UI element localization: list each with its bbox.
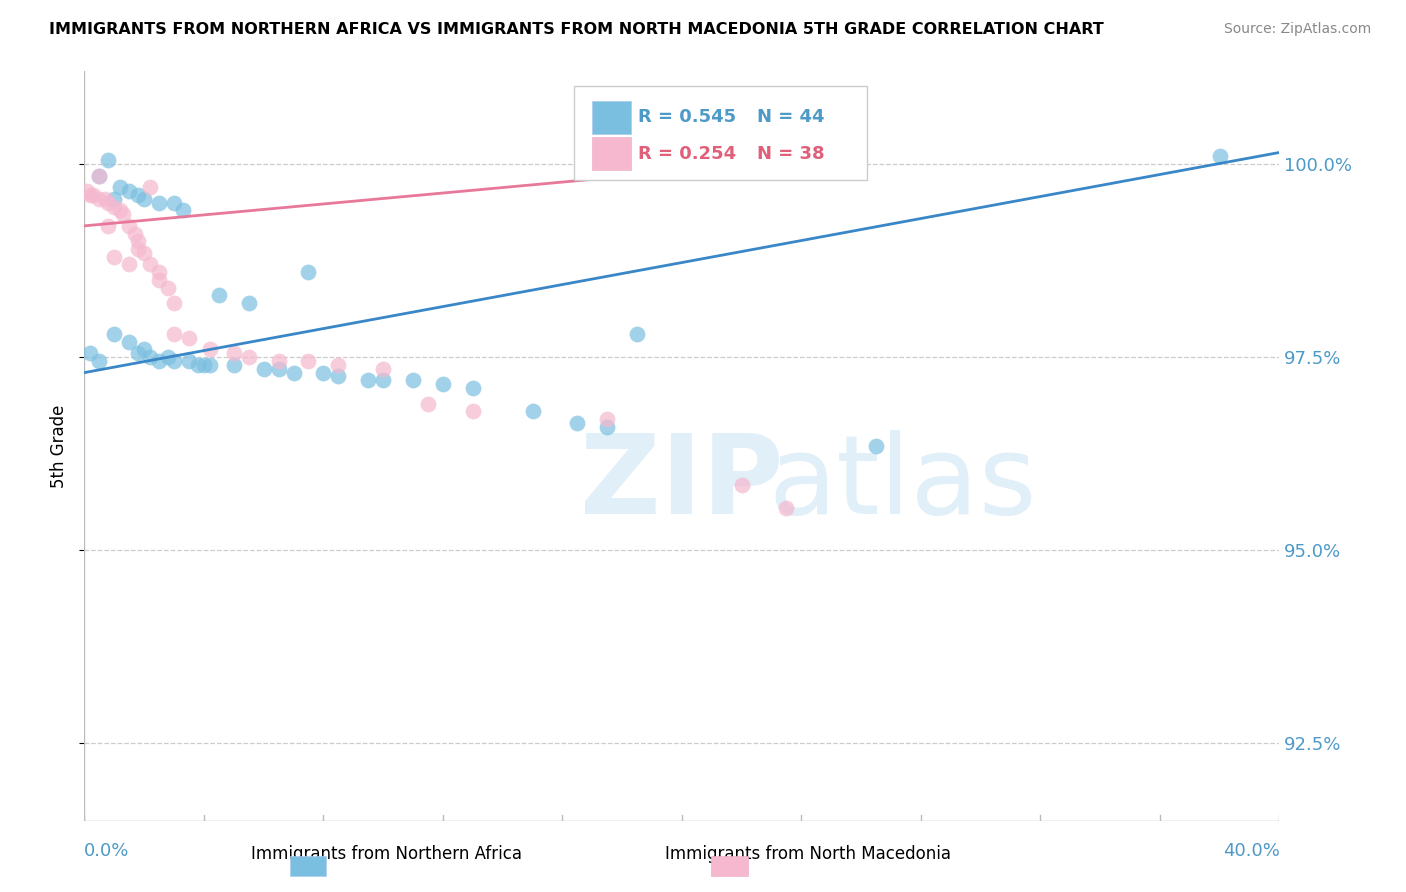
Point — [118, 219, 141, 233]
Text: Source: ZipAtlas.com: Source: ZipAtlas.com — [1223, 22, 1371, 37]
Point — [267, 361, 290, 376]
Point — [89, 192, 111, 206]
Point — [198, 343, 221, 357]
Point — [198, 358, 221, 372]
Point — [157, 280, 180, 294]
Point — [118, 334, 141, 349]
Point — [132, 192, 156, 206]
Point — [163, 354, 186, 368]
FancyBboxPatch shape — [575, 87, 868, 180]
Point — [110, 180, 132, 194]
Text: Immigrants from North Macedonia: Immigrants from North Macedonia — [665, 846, 952, 863]
Point — [416, 396, 439, 410]
Point — [177, 354, 200, 368]
Point — [208, 288, 231, 302]
Point — [193, 358, 215, 372]
Point — [103, 192, 125, 206]
Point — [596, 412, 619, 426]
Point — [328, 369, 350, 384]
FancyBboxPatch shape — [592, 137, 630, 170]
Point — [567, 416, 589, 430]
Point — [89, 354, 111, 368]
Point — [238, 296, 260, 310]
Text: atlas: atlas — [769, 430, 1038, 537]
Point — [373, 361, 395, 376]
Point — [127, 242, 149, 256]
Point — [97, 153, 120, 168]
Text: ZIP: ZIP — [581, 430, 783, 537]
Point — [118, 184, 141, 198]
Point — [172, 203, 194, 218]
Point — [461, 381, 484, 395]
Point — [522, 404, 544, 418]
Point — [148, 195, 170, 210]
Point — [731, 477, 754, 491]
Text: N = 38: N = 38 — [758, 145, 825, 162]
Point — [1209, 149, 1232, 163]
Point — [297, 354, 319, 368]
Text: 40.0%: 40.0% — [1223, 842, 1279, 860]
Point — [432, 377, 454, 392]
Point — [89, 169, 111, 183]
Point — [283, 366, 305, 380]
Point — [103, 250, 125, 264]
Point — [596, 419, 619, 434]
Point — [103, 326, 125, 341]
Point — [253, 361, 276, 376]
Text: IMMIGRANTS FROM NORTHERN AFRICA VS IMMIGRANTS FROM NORTH MACEDONIA 5TH GRADE COR: IMMIGRANTS FROM NORTHERN AFRICA VS IMMIG… — [49, 22, 1104, 37]
Point — [267, 354, 290, 368]
Text: N = 44: N = 44 — [758, 108, 825, 126]
Text: 0.0%: 0.0% — [84, 842, 129, 860]
Point — [163, 326, 186, 341]
Point — [312, 366, 335, 380]
Point — [110, 203, 132, 218]
Point — [132, 246, 156, 260]
Point — [177, 331, 200, 345]
Point — [148, 354, 170, 368]
Point — [148, 265, 170, 279]
Point — [402, 373, 425, 387]
Point — [222, 346, 245, 360]
Point — [357, 373, 380, 387]
Point — [238, 350, 260, 364]
Point — [79, 188, 101, 202]
Point — [626, 326, 648, 341]
Y-axis label: 5th Grade: 5th Grade — [51, 404, 69, 488]
Point — [118, 257, 141, 271]
Point — [328, 358, 350, 372]
Point — [163, 296, 186, 310]
Point — [103, 200, 125, 214]
Point — [461, 404, 484, 418]
Point — [139, 257, 162, 271]
Point — [148, 273, 170, 287]
Point — [89, 169, 111, 183]
Point — [139, 180, 162, 194]
Point — [139, 350, 162, 364]
Point — [127, 188, 149, 202]
Point — [82, 188, 104, 202]
Point — [187, 358, 209, 372]
Point — [132, 343, 156, 357]
Point — [124, 227, 146, 241]
Point — [97, 219, 120, 233]
Point — [127, 235, 149, 249]
Point — [94, 192, 117, 206]
Text: Immigrants from Northern Africa: Immigrants from Northern Africa — [252, 846, 522, 863]
Point — [373, 373, 395, 387]
Point — [865, 439, 887, 453]
Point — [112, 207, 135, 221]
Point — [163, 195, 186, 210]
Point — [79, 346, 101, 360]
Text: R = 0.254: R = 0.254 — [638, 145, 735, 162]
Point — [775, 500, 797, 515]
Point — [222, 358, 245, 372]
Point — [297, 265, 319, 279]
FancyBboxPatch shape — [592, 101, 630, 134]
Point — [76, 184, 98, 198]
Text: R = 0.545: R = 0.545 — [638, 108, 735, 126]
Point — [157, 350, 180, 364]
Point — [97, 195, 120, 210]
Point — [127, 346, 149, 360]
